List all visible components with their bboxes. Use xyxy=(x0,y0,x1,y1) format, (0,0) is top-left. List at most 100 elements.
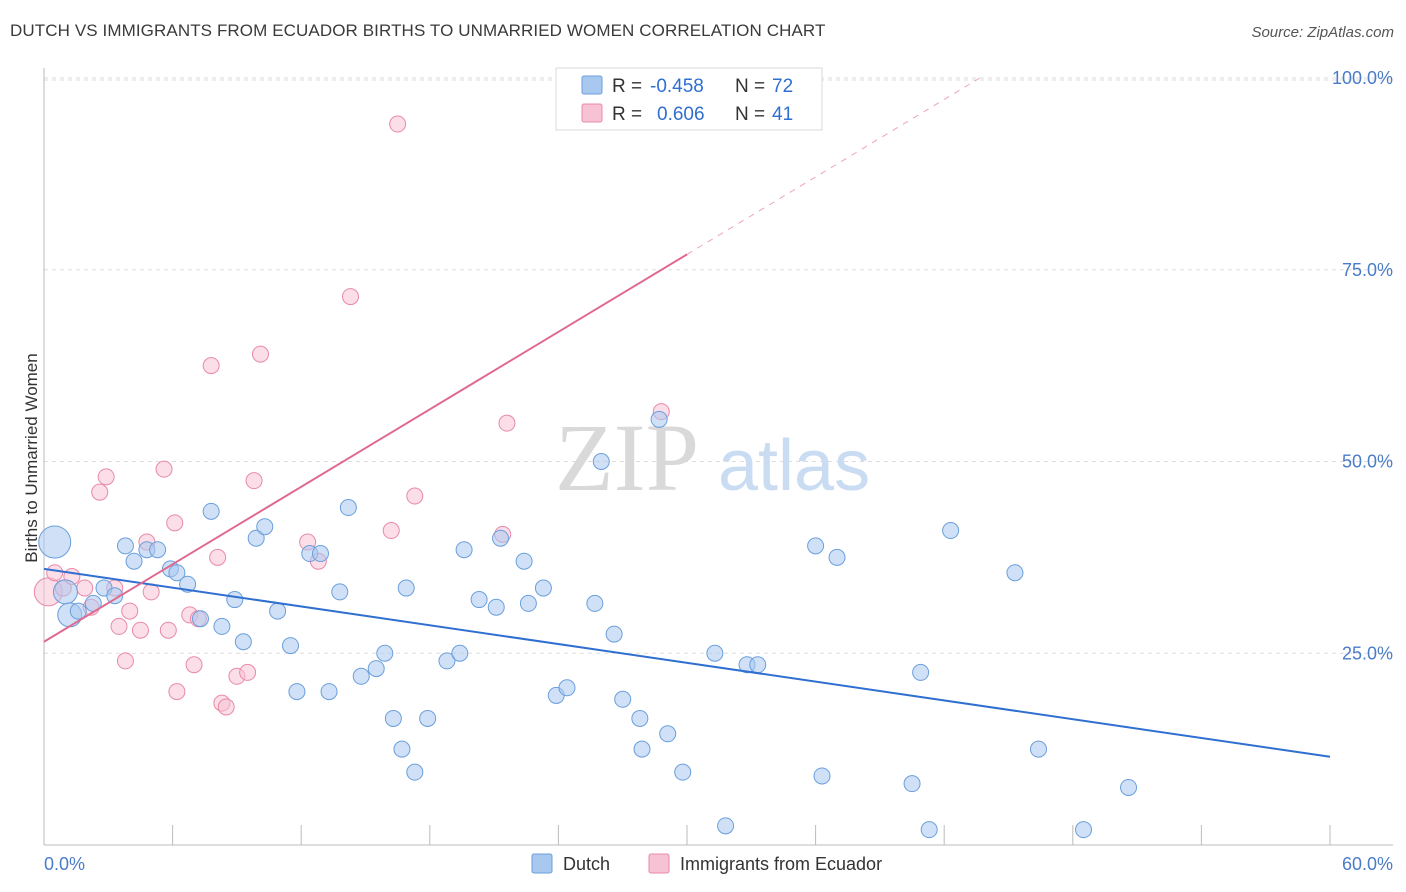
point-ecuador xyxy=(131,621,149,639)
point-dutch xyxy=(149,541,167,559)
point-ecuador xyxy=(166,514,184,532)
legend-swatch-dutch xyxy=(581,75,603,95)
point-dutch xyxy=(320,683,338,701)
point-ecuador xyxy=(251,345,269,363)
point-ecuador xyxy=(239,663,257,681)
point-dutch xyxy=(717,817,735,835)
point-dutch xyxy=(339,499,357,517)
point-dutch xyxy=(125,552,143,570)
point-dutch xyxy=(438,652,456,670)
point-dutch xyxy=(1075,821,1093,839)
legend-box: R = -0.458 N = 72 R = 0.606 N = 41 xyxy=(555,67,823,131)
point-dutch xyxy=(455,541,473,559)
point-dutch xyxy=(912,663,930,681)
point-dutch xyxy=(633,740,651,758)
point-dutch xyxy=(558,679,576,697)
legend-r-label-dutch: R = xyxy=(612,76,642,97)
y-tick-label: 75.0% xyxy=(1342,260,1393,280)
point-dutch xyxy=(168,564,186,582)
point-dutch xyxy=(592,453,610,470)
point-dutch xyxy=(706,644,724,662)
point-dutch xyxy=(614,690,632,708)
point-ecuador xyxy=(217,698,235,716)
point-ecuador xyxy=(202,357,220,375)
legend-n-value-dutch: 72 xyxy=(772,76,793,97)
point-dutch xyxy=(492,529,510,547)
point-dutch xyxy=(451,644,469,662)
series-dutch-points xyxy=(38,410,1138,839)
point-dutch xyxy=(942,522,960,540)
watermark-zip: ZIP xyxy=(555,404,699,511)
legend-swatch-ecuador xyxy=(581,103,603,123)
point-ecuador xyxy=(121,602,139,620)
legend-r-label-ecuador: R = xyxy=(612,104,642,125)
point-dutch xyxy=(352,667,370,685)
legend-r-value-ecuador: 0.606 xyxy=(657,104,705,125)
trendline-ecuador xyxy=(43,253,688,643)
point-dutch xyxy=(406,763,424,781)
point-dutch xyxy=(288,683,306,701)
grid-lines xyxy=(44,77,1393,654)
point-ecuador xyxy=(97,468,115,486)
point-ecuador xyxy=(116,652,134,670)
bottom-legend-swatch-dutch xyxy=(531,853,553,874)
axes xyxy=(43,68,1393,846)
legend-n-value-ecuador: 41 xyxy=(772,104,793,125)
point-dutch xyxy=(586,594,604,612)
point-dutch xyxy=(903,775,921,793)
point-dutch xyxy=(1030,740,1048,758)
x-tick-min: 0.0% xyxy=(44,854,85,874)
point-dutch xyxy=(828,548,846,566)
point-dutch xyxy=(116,537,134,555)
point-ecuador xyxy=(498,414,516,432)
point-ecuador xyxy=(209,548,227,566)
point-ecuador xyxy=(406,487,424,505)
point-dutch xyxy=(470,591,488,609)
point-dutch xyxy=(397,579,415,597)
point-dutch xyxy=(749,656,767,674)
point-dutch xyxy=(234,633,252,651)
point-ecuador xyxy=(46,564,64,582)
point-dutch xyxy=(1120,778,1138,796)
point-ecuador xyxy=(110,617,128,635)
point-dutch xyxy=(226,591,244,609)
point-dutch xyxy=(813,767,831,785)
point-dutch xyxy=(920,821,938,839)
point-dutch xyxy=(69,602,87,620)
point-dutch xyxy=(247,529,265,547)
bottom-legend-swatch-ecuador xyxy=(648,853,670,874)
point-dutch xyxy=(419,709,437,727)
point-ecuador xyxy=(159,621,177,639)
source-label: Source: ZipAtlas.com xyxy=(1251,24,1394,41)
point-dutch xyxy=(52,579,78,605)
point-ecuador xyxy=(91,483,109,501)
point-ecuador xyxy=(168,683,186,701)
legend-n-label-dutch: N = xyxy=(735,76,765,97)
y-tick-label: 25.0% xyxy=(1342,643,1393,663)
point-ecuador xyxy=(185,656,203,674)
chart-title: DUTCH VS IMMIGRANTS FROM ECUADOR BIRTHS … xyxy=(10,21,826,40)
point-dutch xyxy=(281,637,299,655)
point-dutch xyxy=(179,575,197,593)
point-dutch xyxy=(807,537,825,555)
point-dutch xyxy=(515,552,533,570)
point-dutch xyxy=(331,583,349,601)
point-ecuador xyxy=(76,579,94,597)
point-dutch xyxy=(605,625,623,643)
point-ecuador xyxy=(389,115,407,133)
point-dutch xyxy=(384,709,402,727)
series-ecuador-points xyxy=(33,69,670,716)
point-dutch xyxy=(376,644,394,662)
trendline-ecuador-extension xyxy=(686,77,981,255)
point-ecuador xyxy=(341,288,359,306)
trend-lines xyxy=(43,77,1331,758)
point-ecuador xyxy=(155,460,173,478)
y-tick-label: 100.0% xyxy=(1332,68,1393,88)
bottom-legend-label-ecuador: Immigrants from Ecuador xyxy=(680,854,882,874)
y-tick-labels: 25.0% 50.0% 75.0% 100.0% xyxy=(1332,68,1393,663)
legend-n-label-ecuador: N = xyxy=(735,104,765,125)
point-dutch xyxy=(393,740,411,758)
point-dutch xyxy=(106,587,124,605)
watermark-atlas: atlas xyxy=(718,426,870,506)
